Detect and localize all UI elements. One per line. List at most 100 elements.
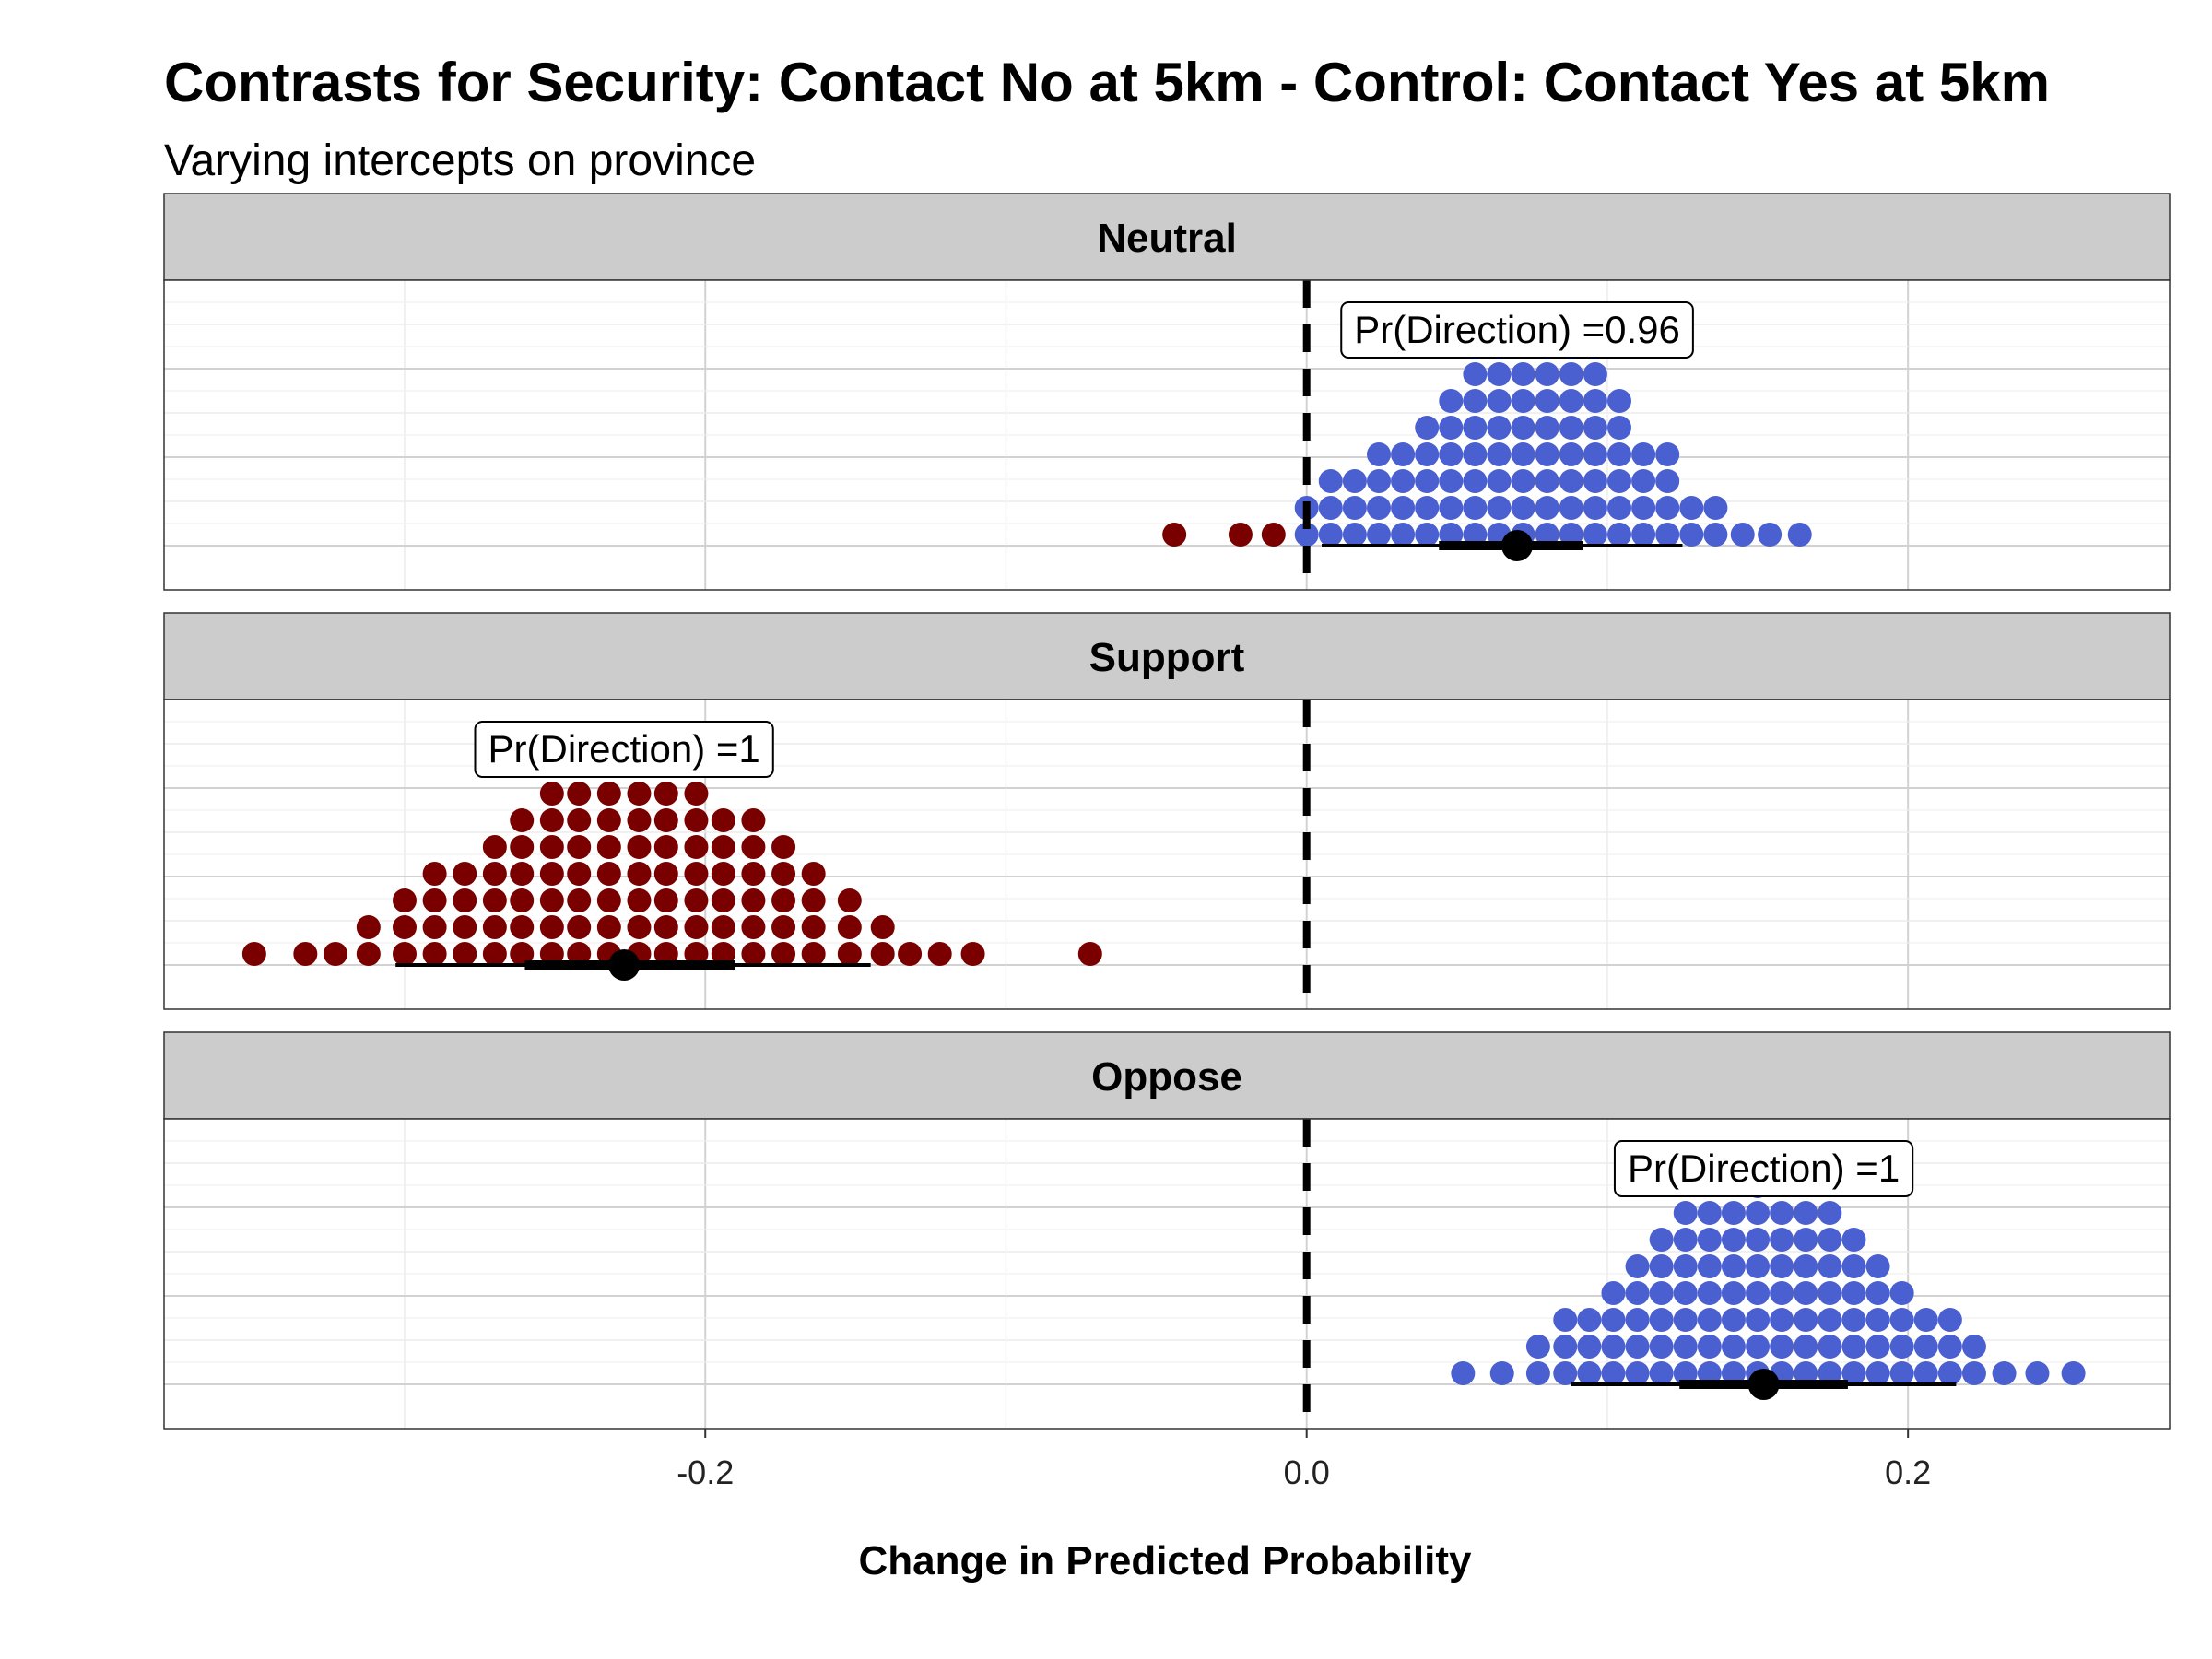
dot xyxy=(684,835,709,859)
dot xyxy=(1559,389,1583,413)
dot xyxy=(1937,1308,1962,1332)
facet-panels: Neutral Pr(Direction) =0.96 Support Pr(Dire… xyxy=(163,193,2171,1430)
dot xyxy=(653,782,678,806)
dot xyxy=(1451,1361,1476,1385)
panel-border xyxy=(163,279,2171,591)
dot xyxy=(510,888,535,912)
pr-direction-box xyxy=(1613,1140,1914,1197)
dot xyxy=(627,862,652,886)
dot xyxy=(1559,442,1583,466)
dot xyxy=(1721,1201,1746,1225)
dot xyxy=(596,808,621,832)
facet-strip xyxy=(163,612,2171,700)
dot xyxy=(1697,1308,1722,1332)
dot xyxy=(653,915,678,939)
dot xyxy=(1818,1308,1842,1332)
dot xyxy=(1673,1335,1698,1359)
dot xyxy=(1535,469,1559,493)
dot xyxy=(1649,1335,1674,1359)
dot xyxy=(771,835,796,859)
dot xyxy=(1655,523,1680,547)
dot xyxy=(927,942,952,966)
dot xyxy=(1703,496,1728,520)
dot xyxy=(2025,1361,2050,1385)
dot xyxy=(1606,416,1631,440)
dot xyxy=(1415,523,1440,547)
dot xyxy=(1487,389,1512,413)
dot xyxy=(1758,523,1783,547)
dot xyxy=(1889,1308,1914,1332)
dot xyxy=(1673,1308,1698,1332)
dot xyxy=(771,942,796,966)
dot xyxy=(801,888,826,912)
dot xyxy=(567,888,592,912)
dot xyxy=(510,942,535,966)
dot xyxy=(1606,523,1631,547)
dot xyxy=(1487,442,1512,466)
dot xyxy=(1525,1361,1550,1385)
dot xyxy=(567,942,592,966)
dot xyxy=(1841,1308,1866,1332)
dot xyxy=(1511,416,1535,440)
x-tick-label: 0.0 xyxy=(1284,1453,1330,1491)
chart-title: Contrasts for Security: Contact No at 5k… xyxy=(164,52,2050,113)
dot xyxy=(1992,1361,2017,1385)
dot xyxy=(1439,469,1464,493)
dot xyxy=(539,862,564,886)
dot xyxy=(1439,496,1464,520)
dot xyxy=(482,942,507,966)
dot xyxy=(1625,1308,1650,1332)
dot xyxy=(1721,1361,1746,1385)
dot xyxy=(539,808,564,832)
dot xyxy=(1721,1228,1746,1252)
dot xyxy=(1818,1361,1842,1385)
dot xyxy=(1746,1335,1771,1359)
dot xyxy=(1577,1335,1602,1359)
dot xyxy=(1606,496,1631,520)
dot xyxy=(627,808,652,832)
dot xyxy=(1439,523,1464,547)
dot xyxy=(898,942,923,966)
pr-direction-box xyxy=(1340,301,1694,359)
dot xyxy=(1649,1361,1674,1385)
dot xyxy=(1583,362,1607,386)
dot xyxy=(711,915,735,939)
dot xyxy=(1841,1228,1866,1252)
dot xyxy=(1366,442,1391,466)
dot xyxy=(1655,496,1680,520)
facet-panel-oppose: Oppose Pr(Direction) =1 xyxy=(163,1031,2171,1430)
dot xyxy=(1818,1335,1842,1359)
dot xyxy=(539,888,564,912)
dot xyxy=(684,942,709,966)
dot xyxy=(1794,1228,1818,1252)
dot xyxy=(422,888,447,912)
facet-strip-label: Support xyxy=(1089,635,1245,680)
dot xyxy=(653,942,678,966)
dot xyxy=(1583,442,1607,466)
dot xyxy=(1841,1335,1866,1359)
dot xyxy=(567,915,592,939)
dot xyxy=(1535,416,1559,440)
dot xyxy=(1913,1308,1938,1332)
dot xyxy=(771,862,796,886)
dot xyxy=(1535,523,1559,547)
dot xyxy=(1463,389,1488,413)
dot xyxy=(1625,1254,1650,1278)
dot xyxy=(1415,496,1440,520)
chart-subtitle: Varying intercepts on province xyxy=(164,136,756,185)
dot xyxy=(1625,1361,1650,1385)
dot xyxy=(1606,442,1631,466)
dot xyxy=(1439,442,1464,466)
dot xyxy=(1841,1361,1866,1385)
dot xyxy=(482,862,507,886)
dot xyxy=(1794,1361,1818,1385)
dot xyxy=(684,782,709,806)
dot xyxy=(482,835,507,859)
dot xyxy=(711,862,735,886)
dot xyxy=(1559,469,1583,493)
facet-panel-neutral: Neutral Pr(Direction) =0.96 xyxy=(163,193,2171,591)
dot xyxy=(741,835,766,859)
dot xyxy=(510,862,535,886)
dot xyxy=(1342,469,1367,493)
